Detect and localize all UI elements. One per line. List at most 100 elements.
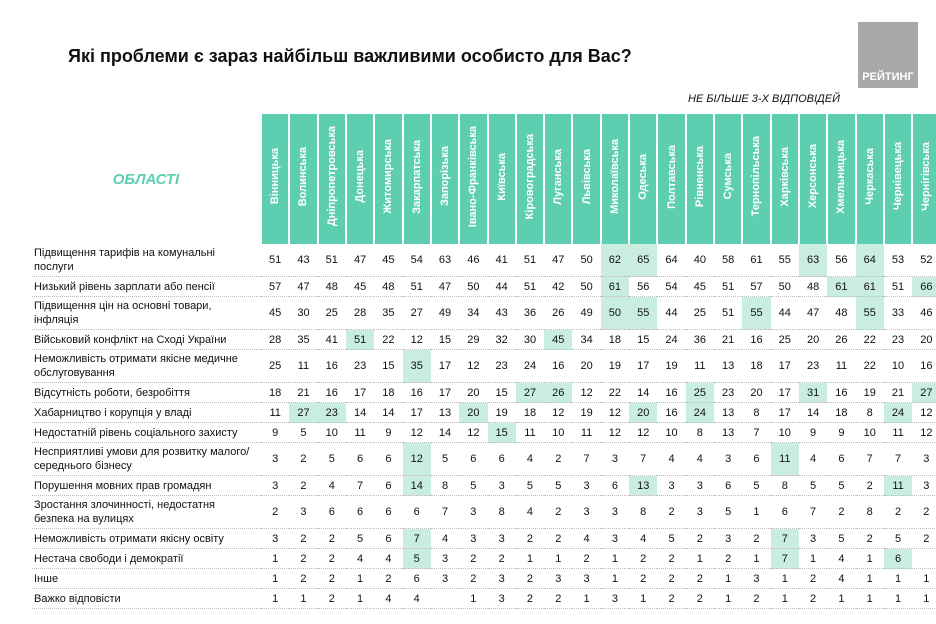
cell: 19 [855, 382, 884, 403]
cell: 2 [544, 528, 573, 549]
cell: 11 [770, 442, 799, 476]
cell: 15 [487, 382, 516, 403]
cell: 61 [827, 276, 856, 297]
cell: 12 [459, 349, 488, 383]
cell: 10 [657, 422, 686, 443]
cell: 27 [289, 402, 318, 423]
cell: 63 [430, 244, 460, 277]
cell: 7 [402, 528, 431, 549]
cell: 2 [714, 548, 743, 569]
cell: 23 [714, 382, 743, 403]
column-label: Волинська [297, 146, 310, 207]
cell: 44 [770, 296, 799, 330]
cell: 2 [742, 588, 771, 609]
cell: 1 [600, 548, 630, 569]
cell: 24 [657, 329, 686, 350]
cell: 1 [714, 568, 743, 589]
cell: 4 [629, 528, 658, 549]
cell [912, 548, 936, 569]
cell: 1 [600, 568, 630, 589]
cell: 51 [515, 276, 545, 297]
cell: 15 [487, 422, 516, 443]
cell: 61 [600, 276, 630, 297]
cell: 2 [487, 548, 516, 569]
table-row: Інше1221263232331222131241115 [32, 568, 936, 589]
cell: 4 [374, 588, 403, 609]
cell: 45 [544, 329, 573, 350]
cell: 51 [714, 276, 743, 297]
cell: 20 [459, 402, 488, 423]
column-label: Київська [495, 152, 508, 201]
cell: 8 [855, 495, 884, 529]
cell: 4 [827, 568, 856, 589]
cell: 3 [798, 528, 828, 549]
cell: 2 [544, 495, 573, 529]
cell: 4 [515, 495, 545, 529]
cell: 25 [261, 349, 290, 383]
cell: 52 [912, 244, 936, 277]
cell: 47 [289, 276, 318, 297]
column-header: Миколаївська [599, 114, 630, 244]
cell: 16 [657, 382, 686, 403]
cell: 4 [572, 528, 601, 549]
cell: 20 [912, 329, 936, 350]
cell: 26 [544, 296, 573, 330]
cell: 1 [289, 588, 318, 609]
cell: 16 [827, 382, 856, 403]
cell: 36 [515, 296, 545, 330]
cell: 7 [572, 442, 601, 476]
cell: 13 [714, 349, 743, 383]
cell: 3 [261, 442, 290, 476]
cell: 6 [374, 475, 403, 496]
cell: 1 [770, 568, 799, 589]
column-label: Вінницька [269, 148, 282, 205]
cell: 5 [827, 528, 856, 549]
cell: 9 [827, 422, 856, 443]
cell: 2 [827, 495, 856, 529]
cell: 2 [572, 548, 601, 569]
cell: 12 [459, 422, 488, 443]
column-label: Миколаївська [608, 139, 621, 214]
cell: 1 [742, 548, 771, 569]
cell: 3 [430, 548, 460, 569]
cell: 17 [430, 349, 460, 383]
cell: 2 [544, 588, 573, 609]
cell: 18 [827, 402, 856, 423]
column-header: Житомирська [373, 114, 403, 244]
cell [430, 588, 460, 609]
cell: 12 [600, 422, 630, 443]
cell: 46 [459, 244, 488, 277]
cell: 63 [798, 244, 828, 277]
cell: 3 [600, 495, 630, 529]
column-header: Чернівецька [882, 114, 913, 244]
cell: 8 [629, 495, 658, 529]
cell: 3 [600, 588, 630, 609]
column-label: Донецька [354, 150, 367, 203]
row-label: Інше [32, 568, 261, 589]
cell: 47 [544, 244, 573, 277]
corner-label: ОБЛАСТІ [32, 114, 261, 244]
cell: 17 [770, 349, 799, 383]
cell: 54 [402, 244, 431, 277]
cell: 2 [629, 548, 658, 569]
cell: 16 [544, 349, 573, 383]
cell: 4 [402, 588, 431, 609]
cell: 23 [487, 349, 516, 383]
cell: 35 [374, 296, 403, 330]
cell: 12 [402, 422, 431, 443]
cell: 2 [459, 548, 488, 569]
cell: 2 [685, 568, 714, 589]
cell: 9 [374, 422, 403, 443]
cell: 7 [770, 548, 799, 569]
cell: 19 [487, 402, 516, 423]
cell: 36 [685, 329, 714, 350]
cell: 4 [345, 548, 375, 569]
cell: 23 [883, 329, 913, 350]
row-label: Недостатній рівень соціального захисту [32, 422, 261, 443]
cell: 2 [289, 568, 318, 589]
column-label: Івано-Франківська [467, 125, 480, 228]
cell: 17 [430, 382, 460, 403]
cell: 44 [657, 296, 686, 330]
cell: 2 [742, 528, 771, 549]
cell: 19 [600, 349, 630, 383]
